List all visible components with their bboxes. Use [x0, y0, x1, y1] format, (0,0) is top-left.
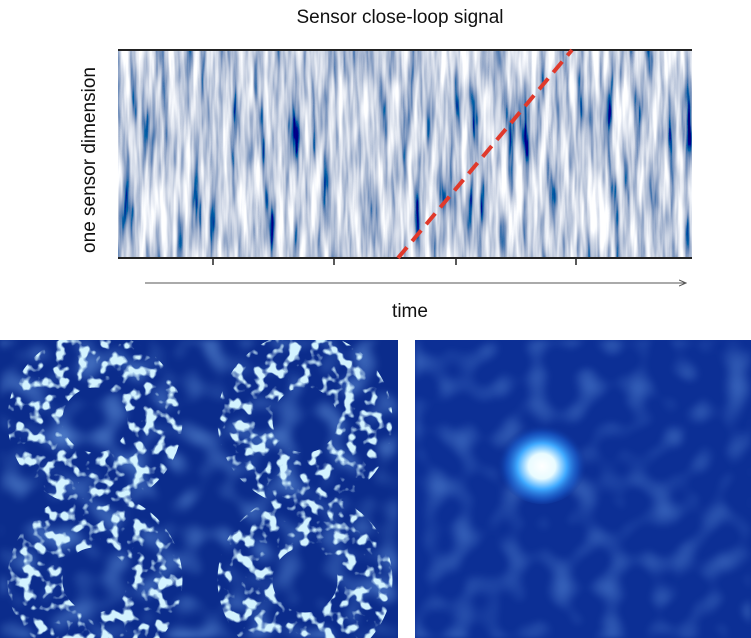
- speckle-pattern: [0, 340, 398, 638]
- x-axis-label: time: [392, 301, 428, 322]
- page: Sensor close-loop signal one sensor dime…: [0, 0, 751, 638]
- figure: Sensor close-loop signal one sensor dime…: [0, 0, 751, 638]
- figure-title: Sensor close-loop signal: [296, 7, 503, 28]
- signal-heatmap: [118, 50, 692, 258]
- focus-haze: [415, 340, 751, 638]
- y-axis-label: one sensor dimension: [79, 67, 100, 253]
- focus-spot: [497, 420, 587, 504]
- tick-marks: [213, 258, 576, 265]
